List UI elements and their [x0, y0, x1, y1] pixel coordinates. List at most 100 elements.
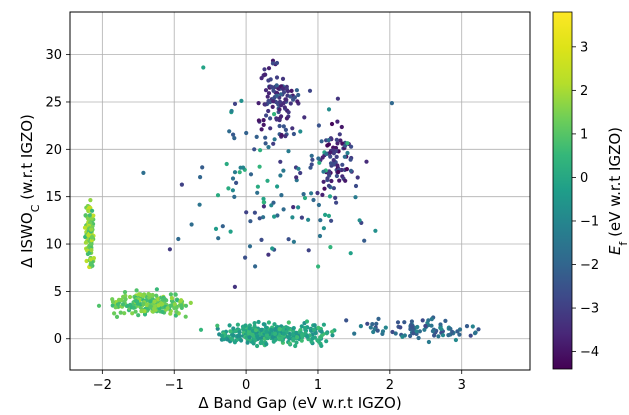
- data-point: [374, 321, 379, 326]
- data-point: [343, 178, 348, 183]
- data-point: [244, 130, 249, 136]
- data-point: [328, 154, 333, 159]
- data-point: [89, 227, 94, 232]
- data-point: [244, 210, 249, 215]
- data-point: [323, 212, 328, 217]
- data-point: [256, 101, 261, 106]
- data-point: [340, 162, 345, 167]
- data-point: [169, 303, 174, 308]
- data-point: [176, 236, 181, 242]
- data-point: [82, 225, 88, 230]
- colorbar-tick-label: 0: [580, 171, 588, 186]
- data-point: [296, 166, 301, 171]
- data-point: [311, 197, 316, 203]
- data-point: [261, 215, 266, 220]
- data-point: [324, 151, 329, 156]
- data-point: [114, 314, 120, 319]
- data-point: [324, 339, 329, 344]
- data-point: [88, 198, 93, 203]
- data-point: [266, 108, 271, 114]
- data-point: [291, 131, 296, 137]
- y-axis-label-sub: C: [29, 204, 42, 212]
- colorbar-tick-label: −2: [580, 258, 599, 273]
- data-point: [302, 115, 307, 120]
- data-point: [279, 193, 284, 198]
- data-point: [279, 132, 284, 138]
- y-tick-label: 0: [54, 332, 62, 347]
- data-point: [255, 190, 260, 195]
- data-point: [345, 141, 350, 146]
- data-point: [87, 213, 92, 218]
- data-point: [416, 335, 421, 341]
- data-point: [264, 342, 269, 347]
- x-tick-label: −2: [93, 378, 112, 393]
- data-point: [227, 129, 232, 134]
- data-point: [446, 333, 451, 338]
- data-point: [344, 167, 349, 172]
- x-tick-label: 2: [386, 378, 394, 393]
- data-point: [230, 188, 235, 193]
- data-point: [139, 309, 144, 314]
- y-tick-label: 15: [45, 190, 62, 205]
- data-point: [380, 329, 386, 334]
- data-point: [173, 313, 178, 318]
- data-point: [281, 86, 286, 91]
- data-point: [274, 60, 280, 66]
- data-point: [174, 305, 179, 310]
- data-point: [272, 137, 277, 142]
- data-point: [259, 327, 264, 332]
- data-point: [160, 309, 165, 314]
- data-point: [286, 320, 291, 325]
- data-point: [116, 297, 122, 302]
- data-point: [133, 309, 138, 314]
- data-point: [282, 105, 287, 110]
- data-point: [227, 323, 232, 328]
- y-axis-label-main: Δ ISWO: [18, 212, 36, 268]
- data-point: [113, 305, 118, 310]
- data-point: [90, 208, 95, 213]
- data-point: [256, 319, 261, 325]
- data-point: [243, 323, 248, 328]
- data-point: [188, 300, 193, 305]
- data-point: [183, 303, 189, 308]
- data-point: [261, 196, 266, 201]
- data-point: [291, 239, 296, 244]
- data-point: [279, 336, 284, 341]
- data-point: [264, 333, 270, 338]
- data-point: [339, 124, 344, 130]
- data-point: [86, 216, 91, 221]
- data-point: [277, 327, 282, 332]
- data-point: [268, 116, 273, 121]
- data-point: [439, 327, 444, 332]
- data-point: [272, 214, 277, 219]
- data-point: [470, 324, 475, 329]
- data-point: [348, 168, 354, 173]
- data-point: [476, 327, 481, 332]
- data-point: [290, 215, 295, 220]
- data-point: [271, 200, 276, 205]
- data-point: [131, 305, 136, 310]
- data-point: [311, 327, 317, 332]
- data-point: [440, 333, 446, 338]
- data-point: [179, 298, 184, 303]
- data-point: [231, 333, 236, 338]
- data-point: [237, 333, 242, 339]
- data-point: [457, 332, 462, 337]
- data-point: [321, 179, 326, 184]
- colorbar-tick-label: −1: [580, 214, 599, 229]
- data-point: [296, 205, 301, 210]
- data-point: [189, 222, 194, 227]
- data-point: [283, 134, 288, 139]
- data-point: [415, 324, 420, 330]
- data-point: [277, 123, 282, 129]
- data-point: [183, 314, 188, 319]
- data-point: [137, 292, 142, 297]
- data-point: [295, 99, 300, 104]
- data-point: [154, 293, 159, 298]
- data-point: [270, 335, 275, 340]
- data-point: [89, 248, 94, 253]
- data-point: [270, 246, 275, 251]
- data-point: [168, 311, 173, 316]
- data-point: [315, 338, 320, 343]
